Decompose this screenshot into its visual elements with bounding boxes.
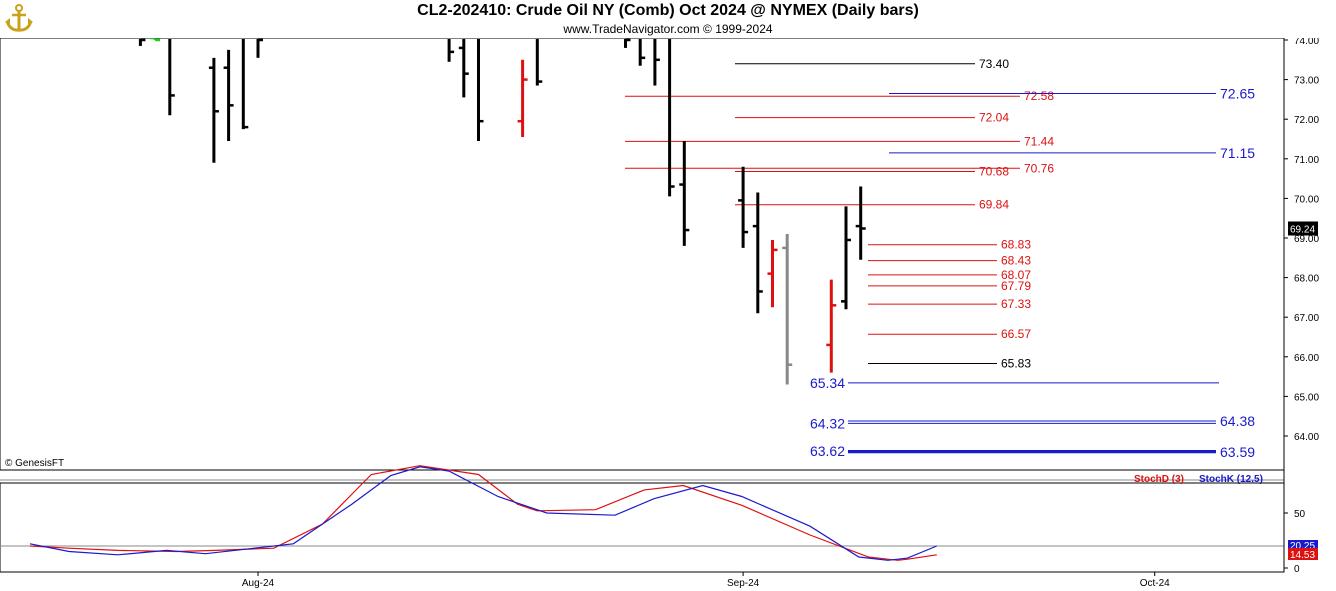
ohlc-bar [752,192,763,314]
level-label-72.04: 72.04 [979,111,1009,125]
level-label-64.38: 64.38 [1220,413,1255,429]
last-price-label: 69.24 [1290,224,1315,235]
watermark-text: © GenesisFT [5,458,65,469]
price-tick-label: 71.00 [1294,155,1319,166]
level-label-63.62: 63.62 [810,443,845,459]
price-tick-label: 73.00 [1294,76,1319,87]
ohlc-bar [150,36,161,42]
ohlc-bar [855,186,866,260]
price-tick-label: 68.00 [1294,274,1319,285]
stochk-last-tag [1288,540,1318,551]
date-tick-label: Sep-24 [727,578,760,589]
ohlc-bar [223,49,234,141]
level-label-65.83: 65.83 [1001,357,1031,371]
price-tick-label: 74.00 [1294,36,1319,47]
level-label-72.65: 72.65 [1220,85,1255,101]
price-tick-label: 66.00 [1294,353,1319,364]
stochk-last-value: 20.25 [1290,541,1315,552]
ohlc-bar [679,140,690,246]
stoch-line-k [29,466,938,561]
chart-subtitle: www.TradeNavigator.com © 1999-2024 [563,22,773,36]
price-bars [135,34,866,385]
price-tick-label: 70.00 [1294,194,1319,205]
level-label-70.76: 70.76 [1024,161,1054,175]
level-label-71.15: 71.15 [1220,145,1255,161]
level-label-63.59: 63.59 [1220,444,1255,460]
ohlc-bar [826,279,837,373]
price-levels: 73.40 72.58 72.04 71.44 70.76 70.68 69.84 68.83… [625,57,1255,460]
level-label-71.44: 71.44 [1024,134,1054,148]
stochd-last-value: 14.53 [1290,550,1315,561]
axis-background [1284,38,1336,572]
stochk-legend: StochK (12,5) [1199,474,1263,485]
level-label-65.34: 65.34 [810,375,845,391]
level-label-70.68: 70.68 [979,164,1009,178]
ohlc-bar [841,206,851,310]
stochd-last-tag [1288,548,1318,560]
ohlc-bar [767,239,778,308]
price-panel-border [0,37,1285,471]
level-label-73.40: 73.40 [979,57,1009,71]
level-label-68.07: 68.07 [1001,268,1031,282]
stochastic-panel: StochD (3) StochK (12,5) [0,465,1285,573]
chart-title: CL2-202410: Crude Oil NY (Comb) Oct 2024… [417,2,919,19]
ohlc-bar [782,234,793,385]
price-panel [0,37,1285,471]
date-tick-label: Oct-24 [1140,578,1170,589]
stoch-tick-label: 0 [1294,564,1300,575]
level-label-68.43: 68.43 [1001,254,1031,268]
stochd-legend: StochD (3) [1134,474,1184,485]
price-tick-label: 65.00 [1294,392,1319,403]
price-tick-label: 72.00 [1294,115,1319,126]
ohlc-bar [208,57,219,163]
ohlc-bar [738,166,749,248]
stoch-tick-label: 50 [1294,509,1306,520]
stoch-line-d [29,465,937,561]
level-label-68.83: 68.83 [1001,238,1031,252]
level-label-69.84: 69.84 [979,198,1009,212]
stoch-panel-border [0,482,1285,573]
date-tick-label: Aug-24 [242,578,275,589]
level-label-64.32: 64.32 [810,415,845,431]
last-price-tag [1288,221,1318,236]
axes: 74.00 73.00 72.00 71.00 70.00 69.00 68.00 67.00… [242,36,1336,589]
level-label-67.79: 67.79 [1001,279,1031,293]
ohlc-bar [517,59,528,138]
level-label-72.58: 72.58 [1024,89,1054,103]
price-tick-label: 64.00 [1294,432,1319,443]
anchor-logo-icon [5,4,33,32]
price-tick-label: 67.00 [1294,313,1319,324]
level-label-66.57: 66.57 [1001,327,1031,341]
price-tick-label: 69.00 [1294,234,1319,245]
level-label-67.33: 67.33 [1001,297,1031,311]
ohlc-bar [458,39,469,98]
chart-header: CL2-202410: Crude Oil NY (Comb) Oct 2024… [0,0,1336,38]
